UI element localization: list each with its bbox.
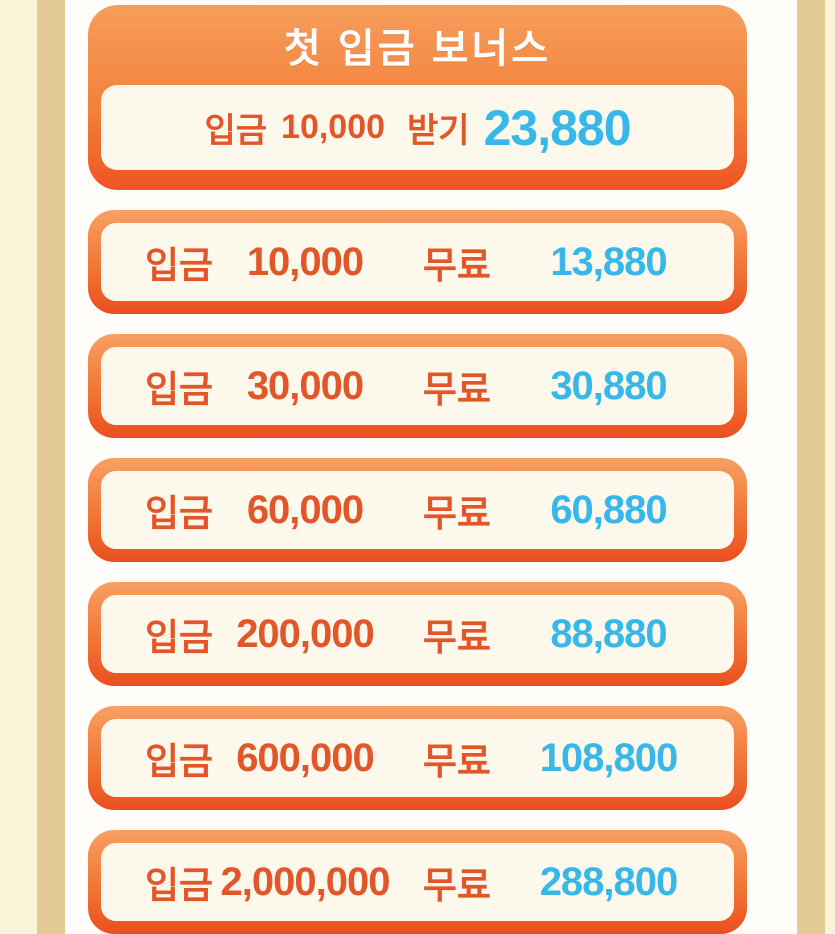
deposit-label: 입금 [204, 112, 268, 150]
free-label: 무료 [422, 617, 491, 658]
free-label: 무료 [422, 369, 491, 410]
deposit-amount: 30,000 [246, 363, 364, 408]
bonus-offer-row-inner: 입금 10,000 무료 13,880 [101, 223, 734, 301]
right-cream-strip [825, 0, 835, 934]
bonus-offer-row[interactable]: 입금 200,000 무료 88,880 [88, 582, 747, 686]
bonus-value: 23,880 [483, 99, 632, 156]
bonus-offer-row[interactable]: 입금 60,000 무료 60,880 [88, 458, 747, 562]
deposit-label: 입금 [145, 493, 214, 534]
bonus-offer-row[interactable]: 입금 2,000,000 무료 288,800 [88, 830, 747, 934]
bonus-value: 13,880 [550, 239, 667, 284]
deposit-label: 입금 [145, 369, 214, 410]
bonus-value: 30,880 [550, 363, 667, 408]
free-label: 무료 [422, 865, 491, 906]
deposit-amount: 600,000 [236, 735, 375, 780]
claim-label: 받기 [407, 112, 470, 150]
deposit-amount: 10,000 [281, 108, 386, 146]
deposit-amount: 200,000 [236, 611, 375, 656]
first-deposit-bonus-card: 첫 입금 보너스 입금 10,000 받기 23,880 [88, 5, 747, 190]
deposit-label: 입금 [145, 741, 214, 782]
first-deposit-bonus-title: 첫 입금 보너스 [283, 27, 552, 71]
free-label: 무료 [422, 245, 491, 286]
deposit-amount: 60,000 [246, 487, 364, 532]
claim-bonus-button[interactable]: 입금 10,000 받기 23,880 [101, 85, 734, 170]
bonus-offer-row-inner: 입금 30,000 무료 30,880 [101, 347, 734, 425]
left-tan-strip [37, 0, 65, 934]
deposit-label: 입금 [145, 245, 214, 286]
bonus-offer-row[interactable]: 입금 600,000 무료 108,800 [88, 706, 747, 810]
free-label: 무료 [422, 741, 491, 782]
left-cream-strip [0, 0, 37, 934]
bonus-offer-row[interactable]: 입금 30,000 무료 30,880 [88, 334, 747, 438]
deposit-amount: 10,000 [246, 239, 364, 284]
bonus-card-list: 첫 입금 보너스 입금 10,000 받기 23,880 입금 10,000 무… [88, 5, 747, 934]
bonus-offer-row[interactable]: 입금 10,000 무료 13,880 [88, 210, 747, 314]
deposit-label: 입금 [145, 617, 214, 658]
deposit-label: 입금 [145, 865, 214, 906]
free-label: 무료 [422, 493, 491, 534]
bonus-value: 60,880 [550, 487, 667, 532]
deposit-amount: 2,000,000 [220, 859, 391, 904]
bonus-offer-row-inner: 입금 60,000 무료 60,880 [101, 471, 734, 549]
bonus-value: 88,880 [550, 611, 667, 656]
bonus-offer-row-inner: 입금 200,000 무료 88,880 [101, 595, 734, 673]
bonus-value: 288,800 [539, 859, 679, 904]
bonus-offer-row-inner: 입금 2,000,000 무료 288,800 [101, 843, 734, 921]
bonus-offer-row-inner: 입금 600,000 무료 108,800 [101, 719, 734, 797]
bonus-page: 첫 입금 보너스 입금 10,000 받기 23,880 입금 10,000 무… [65, 0, 797, 934]
right-tan-strip [797, 0, 825, 934]
bonus-value: 108,800 [539, 735, 679, 780]
